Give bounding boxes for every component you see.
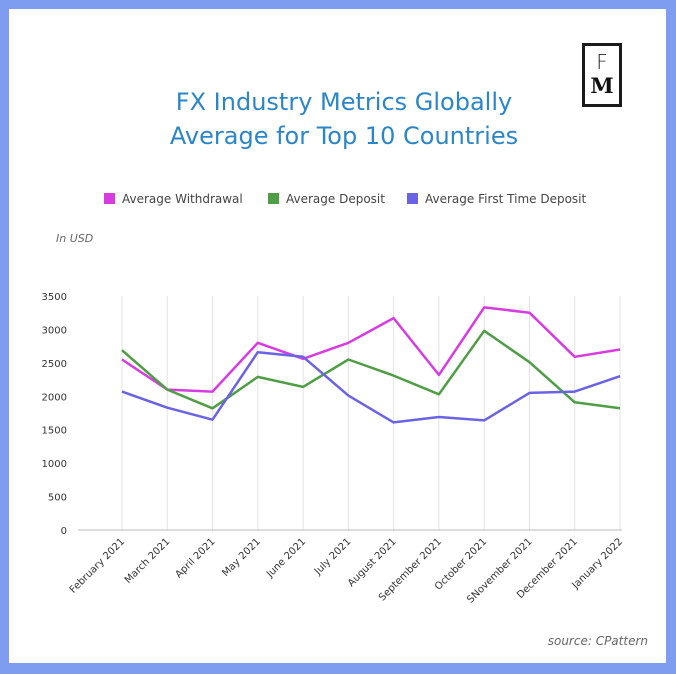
chart-title-line-1: FX Industry Metrics Globally	[176, 88, 512, 116]
grid	[78, 296, 622, 531]
legend-swatch	[407, 193, 418, 204]
series-line-average-deposit	[121, 329, 621, 410]
y-tick-3500: 3500	[42, 292, 67, 303]
unit-label: In USD	[56, 232, 93, 245]
logo-letter-bottom: M	[590, 73, 614, 98]
logo-letter-top: F	[596, 50, 608, 74]
series-line-average-first-time-deposit	[121, 350, 621, 424]
legend-label: Average Withdrawal	[122, 192, 243, 206]
y-tick-1500: 1500	[42, 426, 67, 437]
y-tick-0: 0	[61, 526, 67, 537]
legend-label: Average First Time Deposit	[425, 192, 587, 206]
y-tick-2000: 2000	[42, 392, 67, 403]
series-line-average-withdrawal	[121, 306, 621, 393]
series-group	[121, 306, 621, 424]
chart-card	[9, 9, 666, 663]
fm-logo: F M	[582, 43, 622, 107]
y-tick-3000: 3000	[42, 325, 67, 336]
chart-title-line-2: Average for Top 10 Countries	[170, 122, 518, 150]
legend-swatch	[104, 193, 115, 204]
x-tick-april-2021: April 2021	[173, 536, 217, 580]
y-tick-1000: 1000	[42, 459, 67, 470]
y-tick-2500: 2500	[42, 359, 67, 370]
legend-item-average-withdrawal: Average Withdrawal	[104, 192, 243, 206]
y-tick-500: 500	[48, 493, 67, 504]
legend-swatch	[268, 193, 279, 204]
x-tick-july-2021: July 2021	[312, 536, 353, 577]
x-tick-june-2021: June 2021	[264, 536, 308, 580]
legend-label: Average Deposit	[286, 192, 385, 206]
legend: Average Withdrawal Average Deposit Average…	[104, 192, 587, 206]
source-label: source: CPattern	[548, 634, 648, 648]
x-tick-february-2021: February 2021	[68, 536, 127, 595]
y-axis: 0 500 1000 1500 2000 2500 3000 3500	[42, 292, 67, 537]
x-tick-may-2021: May 2021	[220, 536, 263, 579]
legend-item-average-first-time-deposit: Average First Time Deposit	[407, 192, 587, 206]
legend-item-average-deposit: Average Deposit	[268, 192, 385, 206]
x-tick-march-2021: March 2021	[123, 536, 173, 586]
